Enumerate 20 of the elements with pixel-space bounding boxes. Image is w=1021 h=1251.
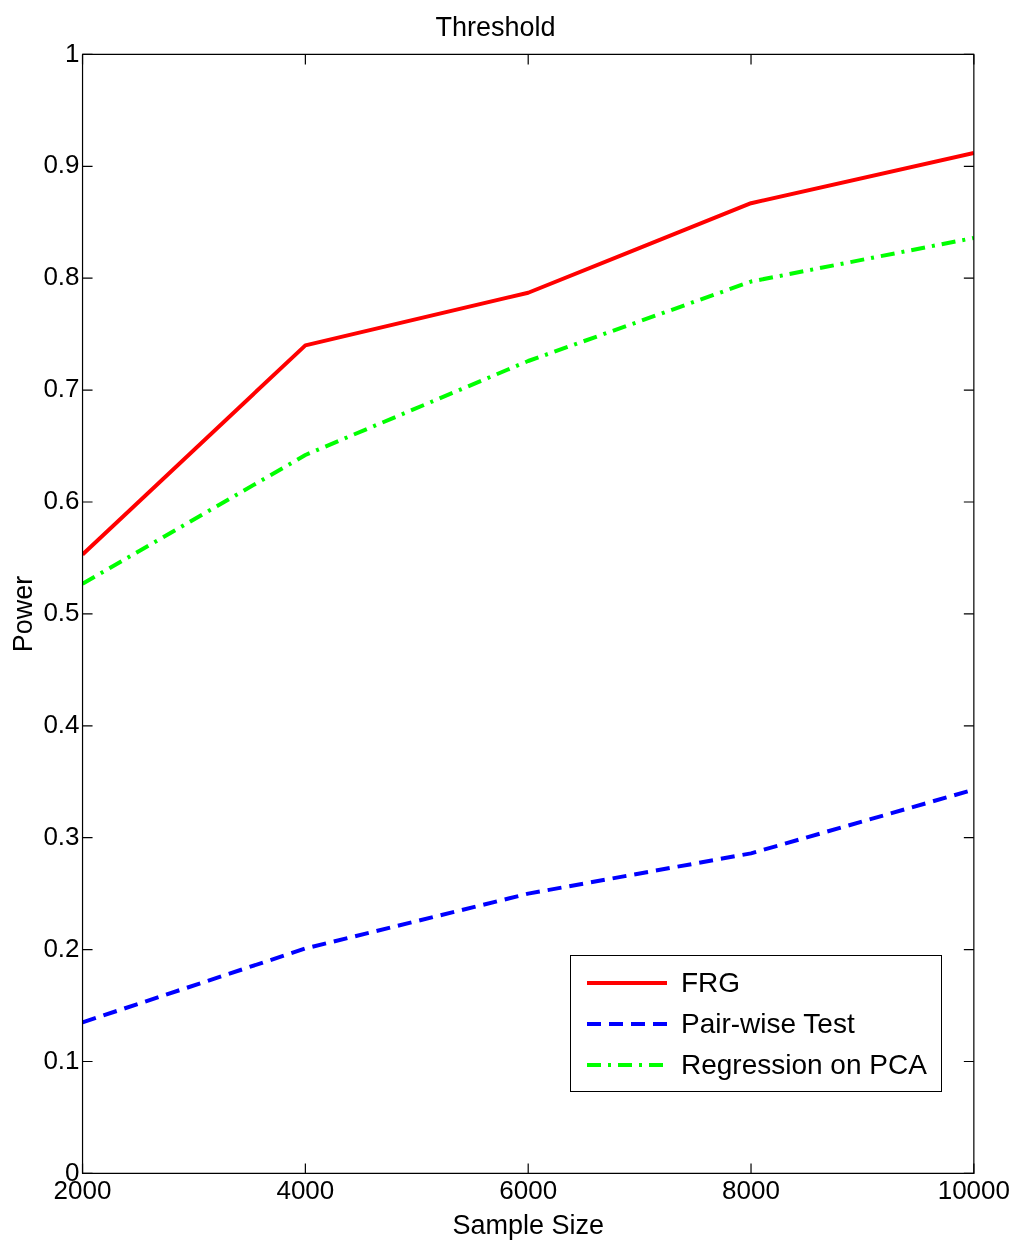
x-tick-label: 8000 bbox=[722, 1175, 780, 1206]
x-tick-label: 10000 bbox=[937, 1175, 1011, 1206]
y-tick-label: 0.6 bbox=[43, 485, 80, 516]
y-tick-label: 1 bbox=[65, 37, 80, 68]
legend-label: FRG bbox=[680, 966, 741, 999]
legend-label: Regression on PCA bbox=[680, 1048, 927, 1081]
y-tick-label: 0.3 bbox=[43, 820, 80, 851]
x-axis-title: Sample Size bbox=[452, 1210, 604, 1241]
x-tick-label: 4000 bbox=[276, 1175, 335, 1206]
legend-label: Pair-wise Test bbox=[680, 1007, 855, 1040]
y-tick-label: 0.1 bbox=[43, 1044, 80, 1075]
y-tick-label: 0.9 bbox=[43, 149, 80, 180]
y-tick-label: 0.4 bbox=[43, 708, 80, 739]
y-tick-label: 0.8 bbox=[43, 261, 80, 292]
x-tick-label: 6000 bbox=[499, 1175, 558, 1206]
y-tick-label: 0.5 bbox=[43, 597, 80, 628]
y-tick-label: 0.2 bbox=[43, 932, 80, 963]
y-axis-title: Power bbox=[7, 575, 38, 653]
chart-title: Threshold bbox=[435, 11, 556, 42]
y-tick-label: 0.7 bbox=[43, 373, 80, 404]
